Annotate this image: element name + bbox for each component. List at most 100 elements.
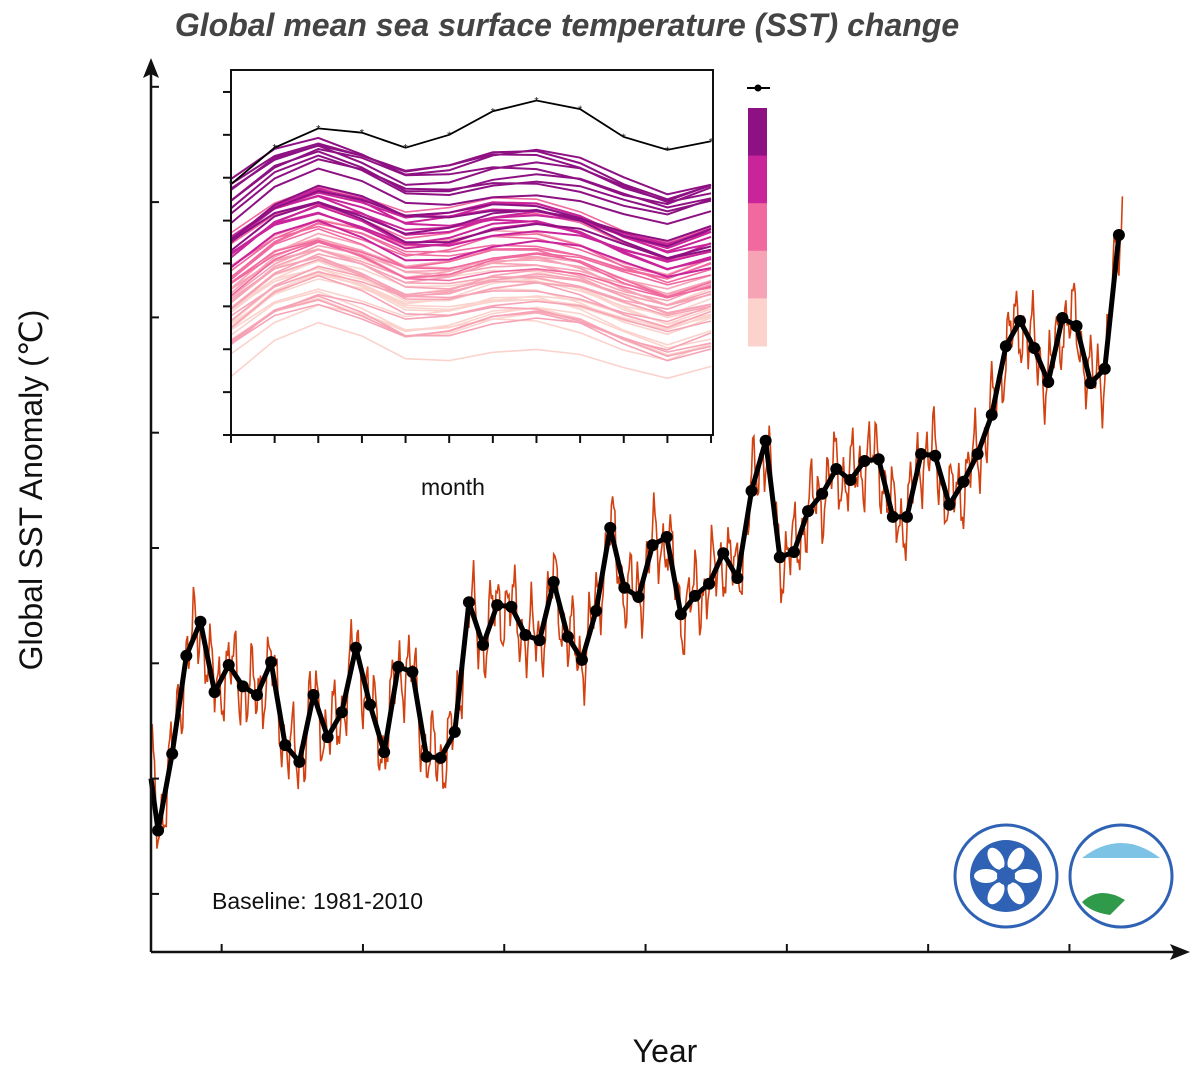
inset-axes: [223, 69, 714, 443]
snowflake-petal-icon: [1007, 847, 1025, 870]
annual-point: [1084, 377, 1097, 390]
annual-point: [236, 680, 249, 693]
annual-point: [816, 487, 829, 500]
snowflake-petal-icon: [987, 882, 1005, 905]
annual-point: [152, 824, 165, 837]
annual-point: [618, 581, 631, 594]
annual-point: [872, 453, 885, 466]
annual-point: [886, 510, 899, 523]
inset-x-label: month: [421, 474, 485, 500]
inset-year-line: [230, 144, 712, 202]
annual-point: [731, 571, 744, 584]
annual-point: [999, 340, 1012, 353]
colorbar-segment: [748, 108, 767, 157]
annual-point: [222, 659, 235, 672]
annual-point: [957, 475, 970, 488]
annual-point: [265, 656, 278, 669]
annual-point: [1056, 311, 1069, 324]
y-axis-label: Global SST Anomaly (℃): [13, 310, 49, 671]
inset-2023-marker: *: [709, 136, 714, 148]
annual-point: [561, 630, 574, 643]
annual-point: [660, 531, 673, 544]
annual-point: [1042, 375, 1055, 388]
annual-point: [900, 510, 913, 523]
inset-year-line: [230, 293, 712, 351]
inset-2023-marker: *: [403, 143, 408, 155]
annual-point: [830, 463, 843, 476]
annual-point: [335, 706, 348, 719]
annual-point: [1098, 362, 1111, 375]
annual-point: [321, 731, 334, 744]
annual-point: [971, 448, 984, 461]
annual-point: [180, 649, 193, 662]
inset-2023-marker: *: [360, 128, 365, 140]
inset-year-line: [230, 154, 712, 213]
annual-point: [604, 521, 617, 534]
snowflake-petal-icon: [987, 847, 1005, 870]
annual-point: [646, 539, 659, 552]
x-axis-arrow-icon: [1170, 944, 1190, 960]
annual-series: [148, 228, 1125, 837]
inset-2023-marker: *: [578, 104, 583, 116]
inset-year-line: [230, 271, 712, 329]
baseline-annotation: Baseline: 1981-2010: [212, 888, 423, 914]
annual-point: [575, 653, 588, 666]
annual-point: [929, 449, 942, 462]
annual-point: [166, 747, 179, 760]
inset-2023-marker: *: [272, 143, 277, 155]
colorbar-segment: [748, 298, 767, 347]
annual-point: [477, 638, 490, 651]
inset-year-line: [230, 184, 712, 242]
annual-point: [1112, 228, 1125, 241]
annual-point: [1028, 341, 1041, 354]
inset-year-line: [230, 274, 712, 333]
annual-point: [505, 600, 518, 613]
inset-year-line: [230, 239, 712, 298]
legend-2023-marker: [754, 84, 762, 92]
inset-year-line: [230, 189, 712, 248]
inset-year-line: [230, 167, 712, 226]
annual-point: [462, 596, 475, 609]
inset-year-line: [230, 194, 712, 253]
annual-point: [208, 686, 221, 699]
annual-point: [773, 551, 786, 564]
annual-point: [279, 739, 292, 752]
annual-point: [519, 629, 532, 642]
main-axes: [143, 58, 1190, 960]
annual-point: [632, 591, 645, 604]
annual-point: [491, 599, 504, 612]
annual-point: [759, 434, 772, 447]
inset-year-line: [230, 227, 712, 286]
inset-year-line: [230, 142, 712, 201]
annual-point: [787, 546, 800, 559]
iap-logo: [1068, 823, 1174, 929]
annual-point: [364, 698, 377, 711]
inset-year-line: [230, 222, 712, 280]
snowflake-center-icon: [997, 867, 1015, 885]
inset-year-line: [230, 256, 712, 315]
inset-2023-marker: *: [665, 145, 670, 157]
annual-point: [533, 634, 546, 647]
inset-2023-marker: *: [491, 106, 496, 118]
inset-2023-marker: *: [534, 96, 539, 108]
annual-point: [674, 608, 687, 621]
annual-point: [745, 484, 758, 497]
annual-point: [420, 750, 433, 763]
annual-point: [717, 547, 730, 560]
annual-point: [858, 454, 871, 467]
snowflake-petal-icon: [974, 869, 998, 883]
annual-point: [378, 746, 391, 759]
inset-year-line: [230, 241, 712, 299]
inset-2023-marker: *: [316, 123, 321, 135]
annual-point: [590, 604, 603, 617]
annual-point: [985, 408, 998, 421]
earth-icon: [1082, 892, 1125, 915]
logos: [953, 823, 1174, 929]
umbrella-icon: [1082, 843, 1160, 858]
annual-point: [844, 473, 857, 486]
annual-point: [915, 448, 928, 461]
annual-point: [703, 577, 716, 590]
inset-2023-marker: *: [622, 132, 627, 144]
annual-point: [802, 505, 815, 518]
